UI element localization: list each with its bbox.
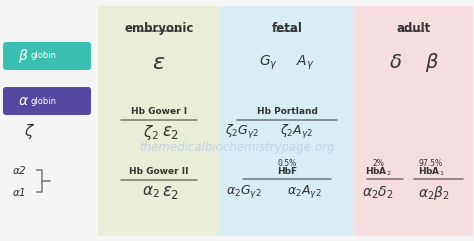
FancyBboxPatch shape [220, 6, 354, 236]
Text: $\beta$: $\beta$ [425, 52, 438, 74]
Text: $\varepsilon_2$: $\varepsilon_2$ [163, 123, 180, 141]
Text: $\varepsilon$: $\varepsilon$ [152, 53, 165, 73]
Text: 2%: 2% [372, 159, 384, 167]
Text: themedicalbiochemistrypage.org: themedicalbiochemistrypage.org [139, 141, 335, 154]
Text: $\zeta_2$A$_{\gamma 2}$: $\zeta_2$A$_{\gamma 2}$ [281, 123, 314, 141]
Text: $\alpha_2$G$_{\gamma 2}$: $\alpha_2$G$_{\gamma 2}$ [226, 183, 262, 201]
Text: $\delta$: $\delta$ [389, 54, 402, 73]
Text: $\varepsilon_2$: $\varepsilon_2$ [163, 183, 180, 201]
Text: globin: globin [30, 52, 56, 60]
Text: $\zeta$: $\zeta$ [25, 122, 36, 141]
Text: $\alpha$: $\alpha$ [18, 94, 29, 108]
Text: $\alpha$2: $\alpha$2 [12, 164, 27, 176]
Text: Hb Gower II: Hb Gower II [129, 167, 189, 176]
Text: $\alpha_2$A$_{\gamma 2}$: $\alpha_2$A$_{\gamma 2}$ [287, 183, 321, 201]
Text: 0.5%: 0.5% [277, 159, 297, 167]
Text: HbF: HbF [277, 167, 297, 176]
Text: fetal: fetal [272, 22, 302, 35]
Text: Hb Gower I: Hb Gower I [131, 107, 187, 116]
Text: HbA$_1$: HbA$_1$ [418, 166, 444, 178]
Text: Hb Portland: Hb Portland [256, 107, 318, 116]
Text: A$_\gamma$: A$_\gamma$ [296, 54, 314, 72]
Text: $\beta$: $\beta$ [18, 47, 28, 65]
Text: $\zeta_2$G$_{\gamma 2}$: $\zeta_2$G$_{\gamma 2}$ [225, 123, 259, 141]
Text: $\alpha_2\beta_2$: $\alpha_2\beta_2$ [418, 184, 450, 202]
FancyBboxPatch shape [3, 42, 91, 70]
Text: $\alpha_2$: $\alpha_2$ [142, 184, 160, 200]
Text: embryonic: embryonic [124, 22, 194, 35]
FancyBboxPatch shape [3, 87, 91, 115]
Text: adult: adult [396, 22, 430, 35]
Text: HbA$_2$: HbA$_2$ [365, 166, 391, 178]
Text: $\alpha$1: $\alpha$1 [12, 186, 26, 198]
FancyBboxPatch shape [354, 6, 473, 236]
Text: globin: globin [30, 96, 56, 106]
Text: 97.5%: 97.5% [419, 159, 443, 167]
Text: $\alpha_2\delta_2$: $\alpha_2\delta_2$ [362, 185, 394, 201]
Text: G$_\gamma$: G$_\gamma$ [259, 54, 279, 72]
Text: $\zeta_2$: $\zeta_2$ [143, 122, 159, 141]
FancyBboxPatch shape [98, 6, 220, 236]
